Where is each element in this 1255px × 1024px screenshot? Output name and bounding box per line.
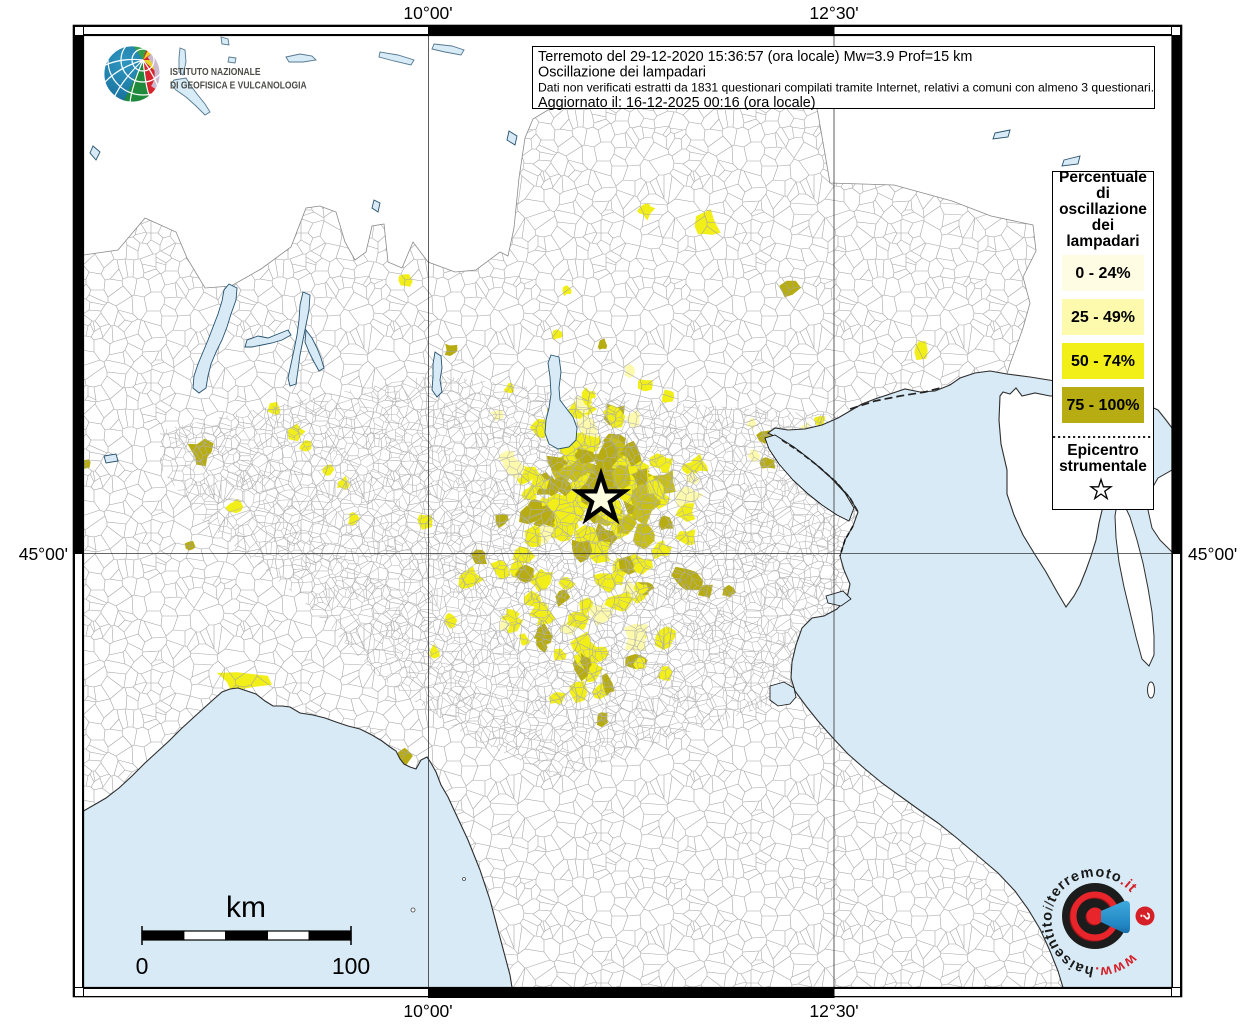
svg-text:oscillazione: oscillazione [1059,201,1147,218]
svg-text:50 - 74%: 50 - 74% [1071,353,1135,370]
svg-text:km: km [226,891,266,924]
svg-text:12°30': 12°30' [809,3,858,23]
svg-text:di: di [1096,185,1110,202]
svg-text:45°00': 45°00' [1188,544,1237,564]
svg-text:lampadari: lampadari [1066,233,1139,250]
svg-text:0 - 24%: 0 - 24% [1075,265,1130,282]
svg-text:Aggiornato il: 16-12-2025 00:1: Aggiornato il: 16-12-2025 00:16 (ora loc… [538,95,816,111]
svg-text:Percentuale: Percentuale [1059,169,1147,186]
svg-text:strumentale: strumentale [1059,458,1147,475]
svg-text:12°30': 12°30' [809,1001,858,1021]
svg-text:45°00': 45°00' [19,544,68,564]
svg-text:10°00': 10°00' [403,3,452,23]
svg-text:ISTITUTO NAZIONALE: ISTITUTO NAZIONALE [170,66,260,78]
svg-text:75 - 100%: 75 - 100% [1067,397,1140,414]
svg-text:?: ? [1138,912,1154,921]
svg-text:Dati non verificati estratti d: Dati non verificati estratti da 1831 que… [538,81,1154,95]
svg-text:dei: dei [1092,217,1114,234]
svg-text:25 - 49%: 25 - 49% [1071,309,1135,326]
svg-text:0: 0 [136,953,149,979]
svg-text:Terremoto del 29-12-2020 15:36: Terremoto del 29-12-2020 15:36:57 (ora l… [538,49,972,65]
svg-text:Epicentro: Epicentro [1067,442,1138,459]
svg-text:Oscillazione dei lampadari: Oscillazione dei lampadari [538,64,706,80]
svg-text:100: 100 [332,953,370,979]
svg-text:DI GEOFISICA E VULCANOLOGIA: DI GEOFISICA E VULCANOLOGIA [170,80,307,92]
svg-text:10°00': 10°00' [403,1001,452,1021]
